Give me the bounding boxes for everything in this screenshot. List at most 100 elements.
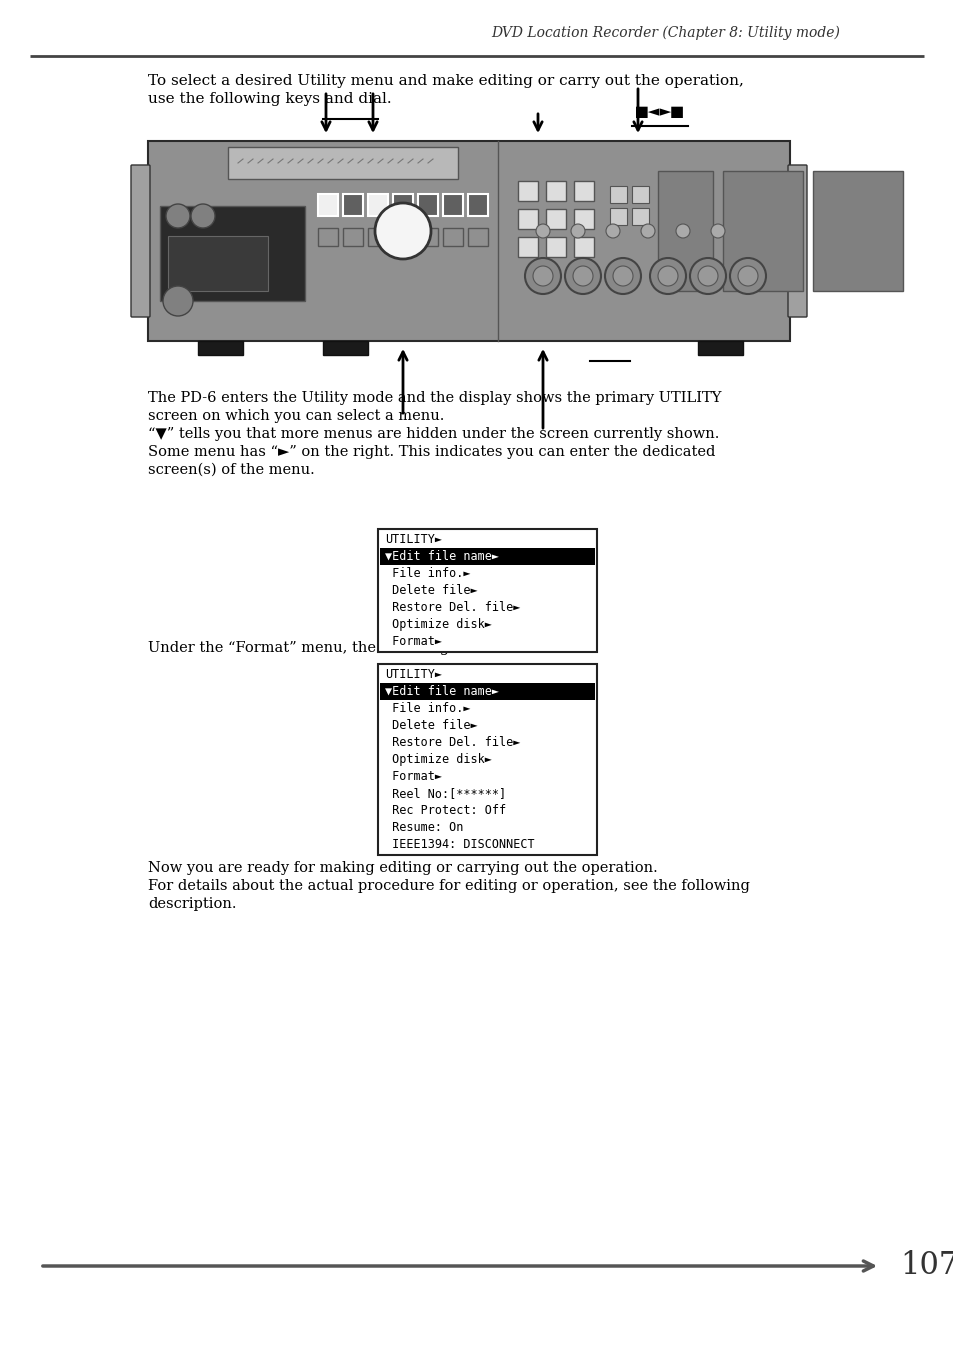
Circle shape [524, 258, 560, 295]
Circle shape [658, 266, 678, 286]
Bar [658, 172, 712, 290]
Text: DVD Location Recorder (Chapter 8: Utility mode): DVD Location Recorder (Chapter 8: Utilit… [491, 26, 840, 41]
Bar [379, 616, 595, 634]
Bar [393, 228, 413, 246]
Bar [379, 684, 595, 700]
Bar [368, 195, 388, 216]
Bar [379, 582, 595, 598]
Bar [609, 186, 626, 203]
Circle shape [573, 266, 593, 286]
Bar [379, 700, 595, 717]
Bar [442, 195, 462, 216]
Text: Delete file►: Delete file► [385, 719, 477, 732]
Bar [574, 209, 594, 230]
Bar [343, 195, 363, 216]
Circle shape [571, 224, 584, 238]
Text: Now you are ready for making editing or carrying out the operation.: Now you are ready for making editing or … [148, 861, 657, 875]
Text: The PD-6 enters the Utility mode and the display shows the primary UTILITY: The PD-6 enters the Utility mode and the… [148, 390, 720, 405]
Bar [393, 195, 413, 216]
Bar [379, 767, 595, 785]
Bar [148, 141, 789, 340]
Text: 107: 107 [899, 1251, 953, 1282]
Bar [379, 598, 595, 616]
Bar [417, 195, 437, 216]
Circle shape [613, 266, 633, 286]
Bar [545, 236, 565, 257]
Bar [379, 717, 595, 734]
Text: File info.►: File info.► [385, 567, 470, 580]
Text: Restore Del. file►: Restore Del. file► [385, 736, 519, 748]
Bar [168, 236, 268, 290]
Bar [323, 340, 368, 355]
Text: Delete file►: Delete file► [385, 584, 477, 597]
Circle shape [605, 224, 619, 238]
Text: IEEE1394: DISCONNECT: IEEE1394: DISCONNECT [385, 838, 534, 851]
Text: ■◄►■: ■◄►■ [636, 101, 682, 120]
Circle shape [640, 224, 655, 238]
Bar [379, 666, 595, 684]
Bar [228, 147, 457, 178]
Circle shape [698, 266, 718, 286]
Bar [631, 186, 648, 203]
Text: Optimize disk►: Optimize disk► [385, 753, 492, 766]
Bar [379, 802, 595, 819]
Text: Format►: Format► [385, 635, 441, 648]
Bar [379, 565, 595, 582]
Text: UTILITY►: UTILITY► [385, 667, 441, 681]
Bar [574, 181, 594, 201]
Bar [379, 819, 595, 836]
Bar [574, 236, 594, 257]
Bar [377, 663, 597, 855]
Text: UTILITY►: UTILITY► [385, 534, 441, 546]
Bar [468, 195, 488, 216]
Text: Under the “Format” menu, the following menus are hidden.: Under the “Format” menu, the following m… [148, 640, 592, 655]
Circle shape [649, 258, 685, 295]
Bar [379, 531, 595, 549]
Text: description.: description. [148, 897, 236, 911]
Bar [517, 181, 537, 201]
Bar [198, 340, 243, 355]
Circle shape [564, 258, 600, 295]
Bar [343, 228, 363, 246]
Circle shape [729, 258, 765, 295]
Text: “▼” tells you that more menus are hidden under the screen currently shown.: “▼” tells you that more menus are hidden… [148, 427, 719, 440]
Bar [379, 836, 595, 852]
Bar [545, 209, 565, 230]
Circle shape [676, 224, 689, 238]
Bar [379, 734, 595, 751]
Circle shape [163, 286, 193, 316]
Bar [812, 172, 902, 290]
Text: ▼Edit file name►: ▼Edit file name► [385, 685, 498, 698]
Circle shape [689, 258, 725, 295]
Circle shape [604, 258, 640, 295]
Circle shape [536, 224, 550, 238]
FancyBboxPatch shape [131, 165, 150, 317]
Text: Resume: On: Resume: On [385, 821, 463, 834]
Bar [379, 634, 595, 650]
Circle shape [533, 266, 553, 286]
Text: Some menu has “►” on the right. This indicates you can enter the dedicated: Some menu has “►” on the right. This ind… [148, 444, 715, 459]
Bar [368, 228, 388, 246]
Bar [379, 549, 595, 565]
Circle shape [191, 204, 214, 228]
Text: Reel No:[******]: Reel No:[******] [385, 788, 506, 800]
Bar [609, 208, 626, 226]
Bar [517, 236, 537, 257]
Text: Format►: Format► [385, 770, 441, 784]
Bar [417, 228, 437, 246]
Circle shape [166, 204, 190, 228]
Circle shape [375, 203, 431, 259]
Bar [468, 228, 488, 246]
Text: For details about the actual procedure for editing or operation, see the followi: For details about the actual procedure f… [148, 880, 749, 893]
Bar [317, 228, 337, 246]
Text: To select a desired Utility menu and make editing or carry out the operation,: To select a desired Utility menu and mak… [148, 74, 743, 88]
Bar [317, 195, 337, 216]
Text: ▼Edit file name►: ▼Edit file name► [385, 550, 498, 563]
Bar [631, 208, 648, 226]
Text: screen on which you can select a menu.: screen on which you can select a menu. [148, 409, 444, 423]
Bar [377, 530, 597, 653]
Bar [545, 181, 565, 201]
Bar [160, 205, 305, 301]
Circle shape [710, 224, 724, 238]
Text: Restore Del. file►: Restore Del. file► [385, 601, 519, 613]
